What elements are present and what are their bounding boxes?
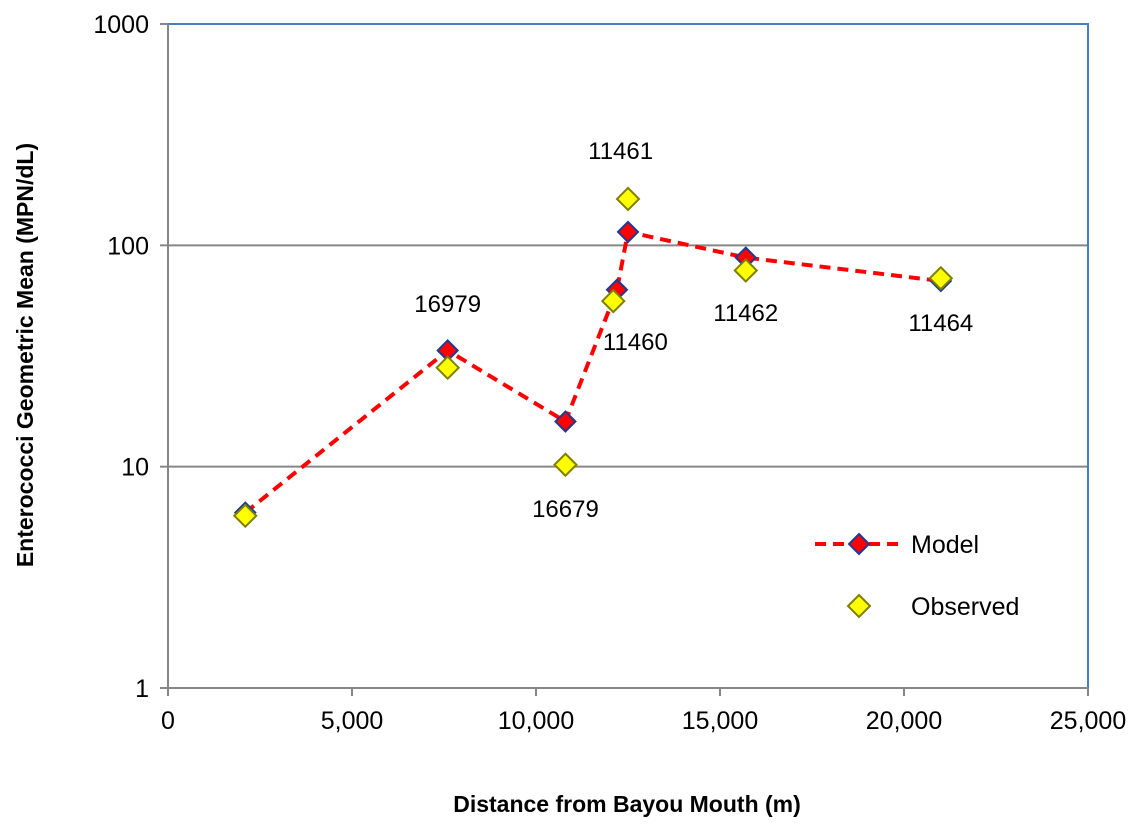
y-tick-label: 10 bbox=[121, 454, 149, 482]
observed-point bbox=[232, 503, 258, 529]
tick-labels: 0 5,000 10,000 15,000 20,000 25,000 1 10 100 1000 bbox=[93, 11, 1126, 735]
observed-point bbox=[553, 452, 578, 478]
observed-point bbox=[733, 258, 759, 283]
station-label: 16679 bbox=[532, 496, 599, 523]
annotations: 16979 16679 11461 11460 11462 11464 bbox=[414, 138, 973, 523]
station-label: 11461 bbox=[588, 138, 653, 165]
gridlines bbox=[168, 244, 1088, 468]
legend: Model Observed bbox=[815, 531, 1019, 621]
x-axis-title: Distance from Bayou Mouth (m) bbox=[453, 791, 801, 817]
plot-area-border bbox=[167, 23, 1089, 689]
x-tick-label: 25,000 bbox=[1050, 707, 1126, 735]
legend-model-label: Model bbox=[911, 531, 979, 559]
station-label: 11462 bbox=[713, 300, 778, 327]
x-tick-label: 10,000 bbox=[498, 707, 574, 735]
x-tick-label: 15,000 bbox=[682, 707, 758, 735]
x-tick-label: 0 bbox=[161, 707, 175, 735]
series-layer bbox=[232, 186, 954, 529]
observed-point bbox=[928, 265, 954, 291]
station-label: 11460 bbox=[603, 329, 668, 356]
legend-observed-marker bbox=[846, 593, 872, 619]
legend-model-marker bbox=[847, 532, 871, 556]
y-tick-label: 1 bbox=[135, 675, 149, 703]
station-label: 11464 bbox=[908, 310, 973, 337]
model-series-line bbox=[244, 229, 942, 515]
y-tick-label: 100 bbox=[107, 232, 149, 260]
axes bbox=[160, 23, 1089, 696]
x-tick-label: 20,000 bbox=[866, 707, 942, 735]
legend-observed-label: Observed bbox=[911, 593, 1019, 621]
observed-point bbox=[435, 355, 461, 381]
observed-point bbox=[600, 288, 626, 314]
y-axis-title: Enterococci Geometric Mean (MPN/dL) bbox=[12, 143, 38, 567]
model-point bbox=[616, 220, 640, 244]
model-point bbox=[554, 410, 577, 433]
station-label: 16979 bbox=[414, 291, 481, 318]
x-tick-label: 5,000 bbox=[321, 707, 384, 735]
y-tick-label: 1000 bbox=[93, 11, 149, 39]
observed-point bbox=[615, 186, 641, 212]
